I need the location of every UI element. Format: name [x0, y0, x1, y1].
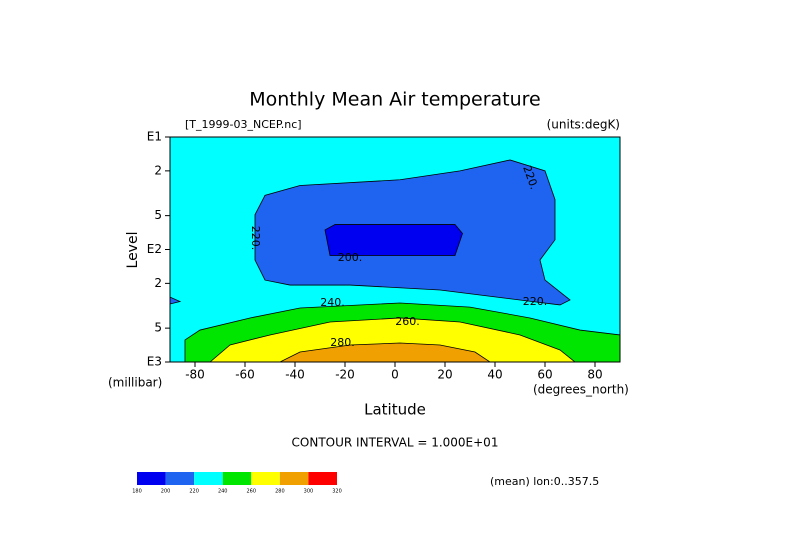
contour-label: 280. [330, 336, 355, 349]
x-tick-label: -40 [285, 368, 305, 382]
y-units: (millibar) [108, 376, 162, 390]
mean-note: (mean) lon:0..357.5 [490, 475, 599, 488]
y-tick-label: 5 [154, 208, 162, 222]
x-tick-label: -60 [235, 368, 255, 382]
contour-region [209, 317, 576, 362]
colorbar-label: 200 [161, 489, 171, 495]
y-tick-label: E2 [147, 242, 162, 256]
colorbar-swatch [165, 472, 195, 485]
colorbar-swatch [251, 472, 280, 485]
x-tick-label: 20 [437, 368, 452, 382]
contour-label: 200. [338, 251, 363, 264]
colorbar-swatch [194, 472, 223, 485]
file-label: [T_1999-03_NCEP.nc] [185, 118, 302, 131]
contour-label: 220. [523, 295, 548, 308]
x-tick-label: 40 [487, 368, 502, 382]
colorbar-label: 260 [247, 489, 257, 495]
x-tick-label: 60 [537, 368, 552, 382]
y-tick-label: E3 [147, 355, 162, 369]
colorbar-swatch [279, 472, 309, 485]
x-tick-label: 0 [391, 368, 399, 382]
x-units: (degrees_north) [533, 383, 629, 397]
colorbar-label: 180 [132, 489, 142, 495]
contour-region [170, 296, 182, 305]
contour-label: 260. [395, 315, 420, 328]
colorbar-label: 240 [218, 489, 228, 495]
colorbar-swatch [137, 472, 166, 485]
units-label: (units:degK) [547, 118, 620, 132]
colorbar-label: 280 [275, 489, 285, 495]
y-tick-label: 2 [154, 163, 162, 177]
colorbar-swatch [308, 472, 337, 485]
contour-region [324, 224, 463, 256]
colorbar-label: 300 [304, 489, 314, 495]
contour-note: CONTOUR INTERVAL = 1.000E+01 [292, 436, 499, 450]
y-axis-label: Level [125, 232, 141, 269]
chart-title: Monthly Mean Air temperature [249, 89, 540, 111]
x-tick-label: -20 [335, 368, 355, 382]
y-tick-label: 5 [154, 321, 162, 335]
colorbar-swatch [222, 472, 252, 485]
colorbar-label: 320 [332, 489, 342, 495]
x-tick-label: 80 [587, 368, 602, 382]
x-tick-label: -80 [185, 368, 205, 382]
y-tick-label: E1 [147, 130, 162, 144]
contour-region [279, 342, 491, 362]
contour-label: 240. [320, 296, 345, 309]
colorbar-label: 220 [189, 489, 199, 495]
x-axis-label: Latitude [364, 401, 426, 419]
y-tick-label: 2 [154, 276, 162, 290]
contour-label: 220. [249, 226, 262, 251]
